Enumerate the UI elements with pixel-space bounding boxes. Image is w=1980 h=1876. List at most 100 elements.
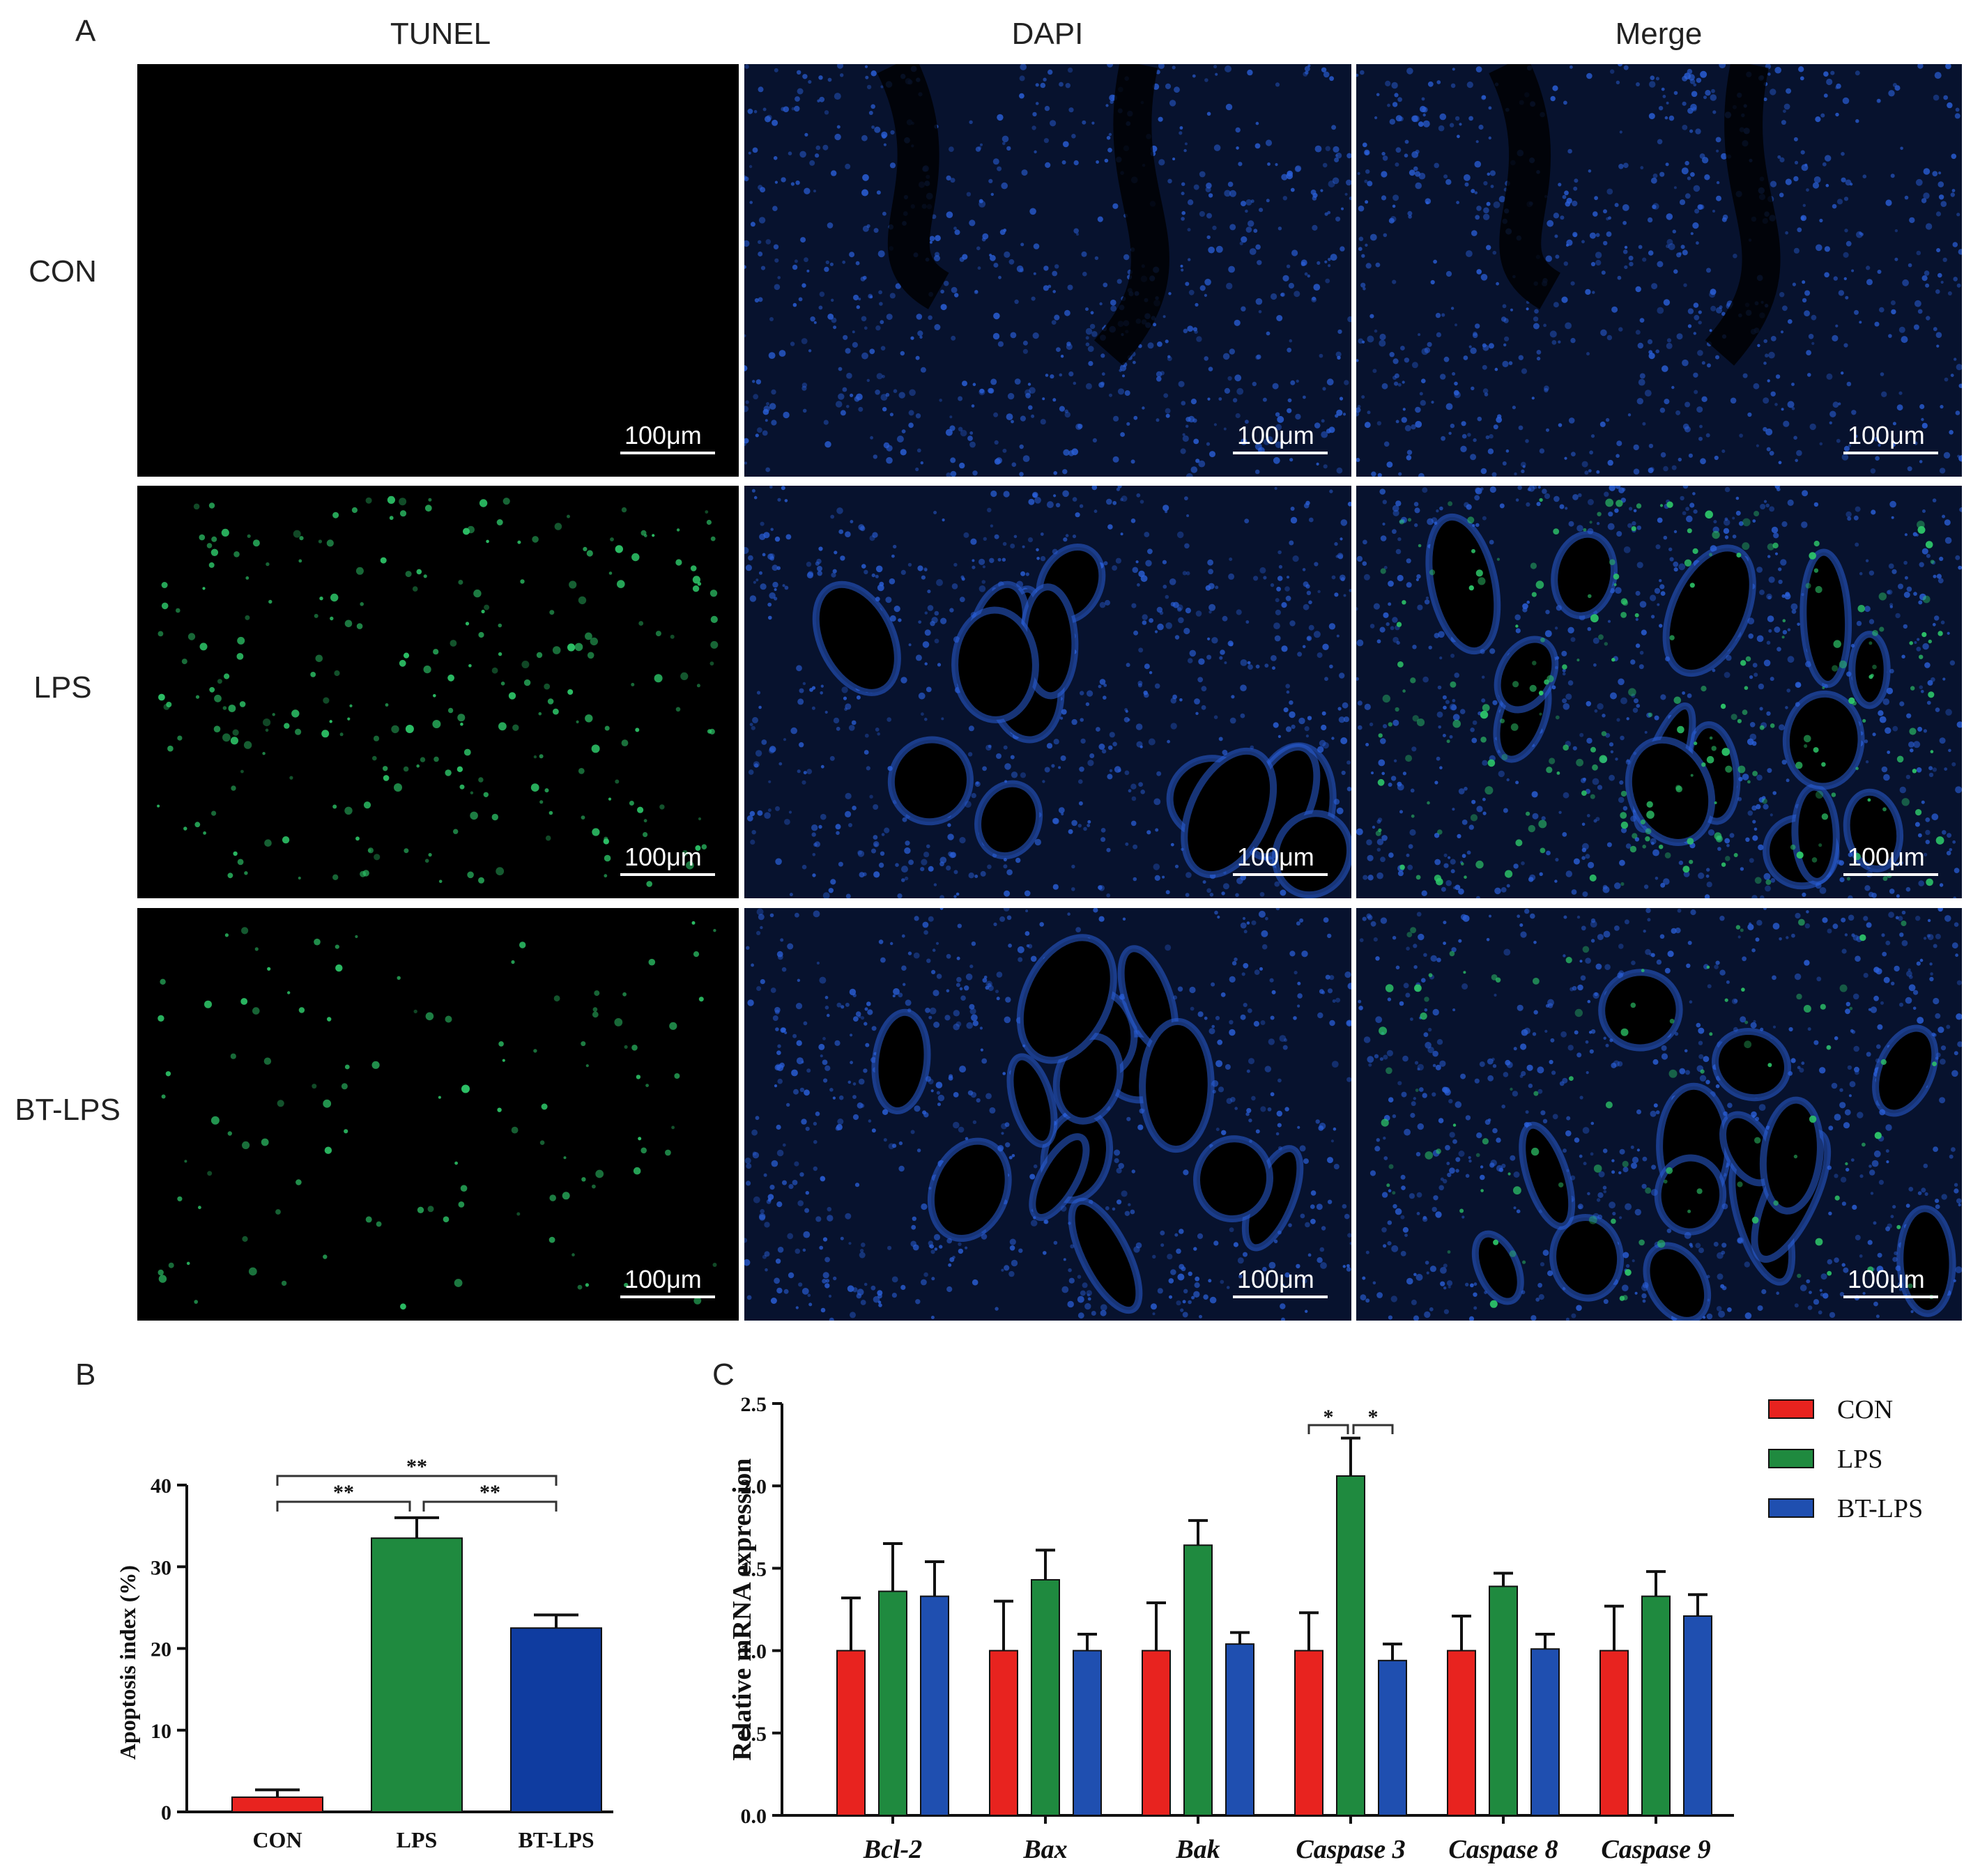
scale-bar-label: 100μm <box>624 1265 702 1293</box>
scale-bar <box>620 873 715 876</box>
bar-con-bax <box>989 1650 1018 1817</box>
column-header-tunel: TUNEL <box>390 17 491 51</box>
row-header-con: CON <box>29 254 97 289</box>
bar-con-bcl-2 <box>836 1650 866 1817</box>
bar-con-bak <box>1142 1650 1171 1817</box>
bar-con-caspase-8 <box>1447 1650 1476 1817</box>
micrograph-merge-bt-lps: 100μm <box>1356 908 1962 1321</box>
y-tick-label: 0 <box>161 1801 171 1824</box>
scale-bar-label: 100μm <box>1848 843 1925 871</box>
scale-bar <box>1843 452 1938 454</box>
panel-b-letter: B <box>75 1358 96 1392</box>
micrograph-tunel-lps: 100μm <box>137 486 739 898</box>
x-tick-label: CON <box>252 1827 302 1852</box>
significance-label: ** <box>479 1481 500 1504</box>
scale-bar-label: 100μm <box>1237 1265 1314 1293</box>
micrograph-texture <box>744 64 1351 477</box>
scale-bar-label: 100μm <box>1848 421 1925 449</box>
x-tick-label: Caspase 9 <box>1601 1835 1710 1864</box>
y-tick-label: 20 <box>151 1638 171 1661</box>
micrograph-merge-lps: 100μm <box>1356 486 1962 898</box>
significance-bracket <box>1307 1424 1349 1434</box>
scale-bar <box>620 452 715 454</box>
bar-con-caspase-9 <box>1599 1650 1629 1817</box>
significance-label: * <box>1368 1406 1379 1429</box>
legend-label-bt-lps: BT-LPS <box>1837 1494 1923 1523</box>
significance-label: * <box>1323 1406 1334 1429</box>
x-tick-label: Bak <box>1175 1835 1220 1864</box>
x-tick-label: LPS <box>397 1827 438 1852</box>
legend-label-con: CON <box>1837 1395 1893 1424</box>
scale-bar <box>620 1295 715 1298</box>
bar-lps-bak <box>1183 1544 1213 1816</box>
significance-bracket <box>422 1500 558 1512</box>
bar-con-caspase-3 <box>1294 1650 1323 1817</box>
significance-bracket <box>1352 1424 1394 1434</box>
micrograph-tunel-con: 100μm <box>137 64 739 477</box>
scale-bar <box>1233 452 1328 454</box>
y-tick-label: 30 <box>151 1556 171 1579</box>
panel-a-letter: A <box>75 14 96 48</box>
y-tick-label: 0.5 <box>741 1723 767 1746</box>
scale-bar <box>1233 1295 1328 1298</box>
significance-bracket <box>276 1475 558 1486</box>
x-tick-label: Bax <box>1022 1835 1067 1864</box>
bar-bt-lps-caspase-9 <box>1683 1615 1712 1817</box>
y-tick-label: 1.5 <box>741 1558 767 1581</box>
micrograph-texture <box>1356 486 1962 898</box>
significance-bracket <box>276 1500 411 1512</box>
significance-label: ** <box>406 1455 427 1478</box>
scale-bar-label: 100μm <box>1237 843 1314 871</box>
legend-swatch-bt-lps <box>1768 1498 1814 1518</box>
scale-bar-label: 100μm <box>624 421 702 449</box>
y-tick-label: 40 <box>151 1475 171 1498</box>
legend-swatch-con <box>1768 1399 1814 1419</box>
y-tick-label: 1.0 <box>741 1640 767 1663</box>
bar-lps-caspase-8 <box>1489 1585 1518 1817</box>
micrograph-tunel-bt-lps: 100μm <box>137 908 739 1321</box>
micrograph-texture <box>137 908 739 1321</box>
scale-bar-label: 100μm <box>624 843 702 871</box>
micrograph-texture <box>137 64 739 477</box>
bar-lps-bcl-2 <box>878 1590 907 1817</box>
micrograph-merge-con: 100μm <box>1356 64 1962 477</box>
legend-swatch-lps <box>1768 1449 1814 1468</box>
micrograph-dapi-bt-lps: 100μm <box>744 908 1351 1321</box>
row-header-bt-lps: BT-LPS <box>15 1093 121 1127</box>
scale-bar <box>1843 873 1938 876</box>
scale-bar <box>1843 1295 1938 1298</box>
bar-bt-lps <box>510 1627 602 1813</box>
bar-bt-lps-bcl-2 <box>920 1595 949 1816</box>
scale-bar-label: 100μm <box>1237 421 1314 449</box>
y-tick-label: 10 <box>151 1720 171 1743</box>
micrograph-texture <box>1356 64 1962 477</box>
micrograph-texture <box>744 486 1351 898</box>
micrograph-texture <box>744 908 1351 1321</box>
x-tick-label: Caspase 8 <box>1448 1835 1558 1864</box>
bar-bt-lps-bax <box>1073 1650 1102 1817</box>
y-tick-label: 2.5 <box>741 1393 767 1416</box>
bar-lps-caspase-3 <box>1336 1475 1365 1817</box>
legend-label-lps: LPS <box>1837 1445 1882 1474</box>
scale-bar-label: 100μm <box>1848 1265 1925 1293</box>
micrograph-dapi-con: 100μm <box>744 64 1351 477</box>
y-tick-label: 2.0 <box>741 1475 767 1498</box>
y-tick-label: 0.0 <box>741 1805 767 1828</box>
row-header-lps: LPS <box>33 670 92 705</box>
bar-lps-bax <box>1031 1578 1060 1816</box>
column-header-merge: Merge <box>1615 17 1703 51</box>
bar-bt-lps-caspase-8 <box>1530 1648 1560 1817</box>
x-tick-label: Caspase 3 <box>1296 1835 1405 1864</box>
bar-bt-lps-bak <box>1225 1643 1254 1817</box>
column-header-dapi: DAPI <box>1011 17 1084 51</box>
micrograph-texture <box>1356 908 1962 1321</box>
x-tick-label: BT-LPS <box>518 1827 594 1852</box>
significance-label: ** <box>333 1481 354 1504</box>
panel-c-letter: C <box>712 1358 735 1392</box>
micrograph-texture <box>137 486 739 898</box>
y-axis-label: Relative mRNA expression <box>728 1458 757 1760</box>
bar-lps-caspase-9 <box>1641 1595 1671 1816</box>
